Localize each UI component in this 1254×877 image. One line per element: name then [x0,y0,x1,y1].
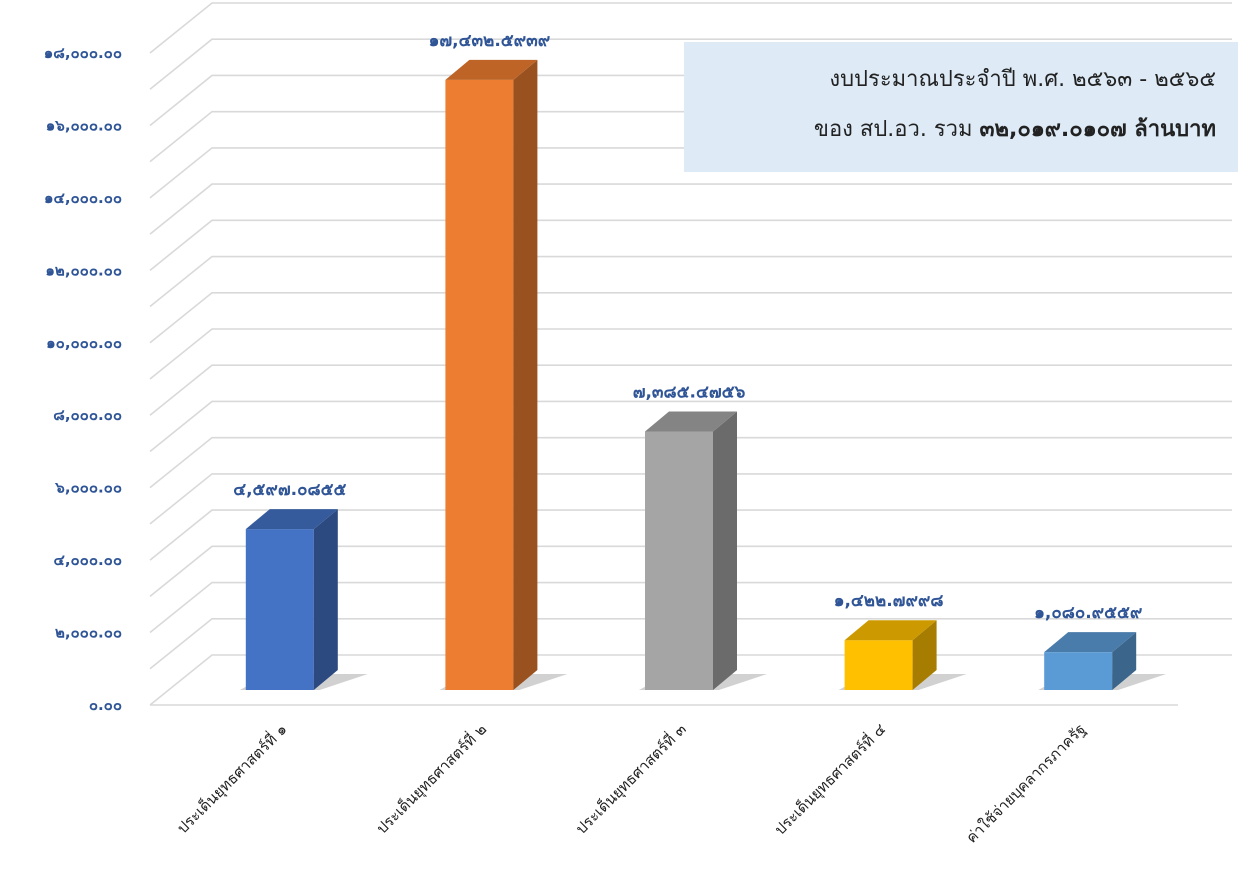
x-tick-label: ประเด็นยุทธศาสตร์ที่ ๒ [371,719,491,839]
gridline [149,291,1232,344]
x-tick-label: ประเด็นยุทธศาสตร์ที่ ๔ [770,719,891,840]
data-label: ๑,๔๒๒.๗๙๙๘ [834,591,944,611]
bar-side [713,411,737,690]
y-tick-label: ๑๖,๐๐๐.๐๐ [46,116,122,134]
gridline [149,255,1232,308]
gridline [149,617,1232,670]
bar-top [844,620,937,641]
gridline [149,364,1232,416]
bars [239,59,1167,691]
x-tick-label: ค่าใช้จ่ายบุคลากรภาครัฐ [962,720,1089,847]
summary-line-2: ของ สป.อว. รวม ๓๒,๐๑๙.๐๑๐๗ ล้านบาท [684,116,1216,144]
gridline [149,328,1232,380]
gridline [149,183,1232,235]
gridline [149,473,1232,525]
y-tick-label: ๔,๐๐๐.๐๐ [53,551,122,569]
gridline [149,400,1232,453]
gridline [149,509,1232,561]
gridline [149,2,1232,54]
data-label: ๔,๕๙๗.๐๘๕๕ [233,480,346,500]
y-tick-label: ๐.๐๐ [89,696,122,714]
gridlines [149,2,1232,706]
gridline [149,581,1232,634]
bar-top [645,411,737,432]
summary-total-amount: ๓๒,๐๑๙.๐๑๐๗ ล้านบาท [979,117,1216,142]
bar [245,529,314,690]
y-tick-label: ๒,๐๐๐.๐๐ [55,624,122,642]
summary-prefix: ของ สป.อว. รวม [813,117,980,142]
gridline [149,545,1232,597]
bar-side [513,59,538,691]
bar-top [245,509,338,530]
y-tick-label: ๑๔,๐๐๐.๐๐ [44,189,122,207]
budget-summary-box: งบประมาณประจำปี พ.ศ. ๒๕๖๓ - ๒๕๖๕ ของ สป.… [684,42,1238,172]
bar [445,79,514,691]
x-tick-label: ประเด็นยุทธศาสตร์ที่ ๓ [571,719,691,839]
bar [645,431,713,690]
data-label: ๑,๐๘๐.๙๕๕๙ [1034,603,1142,623]
y-tick-label: ๑๐,๐๐๐.๐๐ [46,334,122,352]
gridline [149,219,1232,271]
bar-side [313,509,338,690]
y-tick-label: ๘,๐๐๐.๐๐ [53,406,122,424]
data-label: ๗,๓๘๕.๔๗๕๖ [633,383,746,403]
gridline [149,436,1232,489]
bar-side [1112,632,1137,690]
y-tick-label: ๖,๐๐๐.๐๐ [54,479,122,497]
y-tick-label: ๑๒,๐๐๐.๐๐ [45,261,122,279]
data-label: ๑๗,๔๓๒.๕๙๓๙ [429,31,551,51]
x-tick-label: ประเด็นยุทธศาสตร์ที่ ๑ [172,719,291,838]
bar [844,640,913,690]
gridline [149,38,1232,90]
bar-top [1044,632,1137,653]
bar-side [912,620,937,690]
y-tick-label: ๑๘,๐๐๐.๐๐ [44,44,122,62]
summary-line-1: งบประมาณประจำปี พ.ศ. ๒๕๖๓ - ๒๕๖๕ [829,67,1216,92]
bar [1044,652,1113,690]
bar-top [445,59,538,80]
